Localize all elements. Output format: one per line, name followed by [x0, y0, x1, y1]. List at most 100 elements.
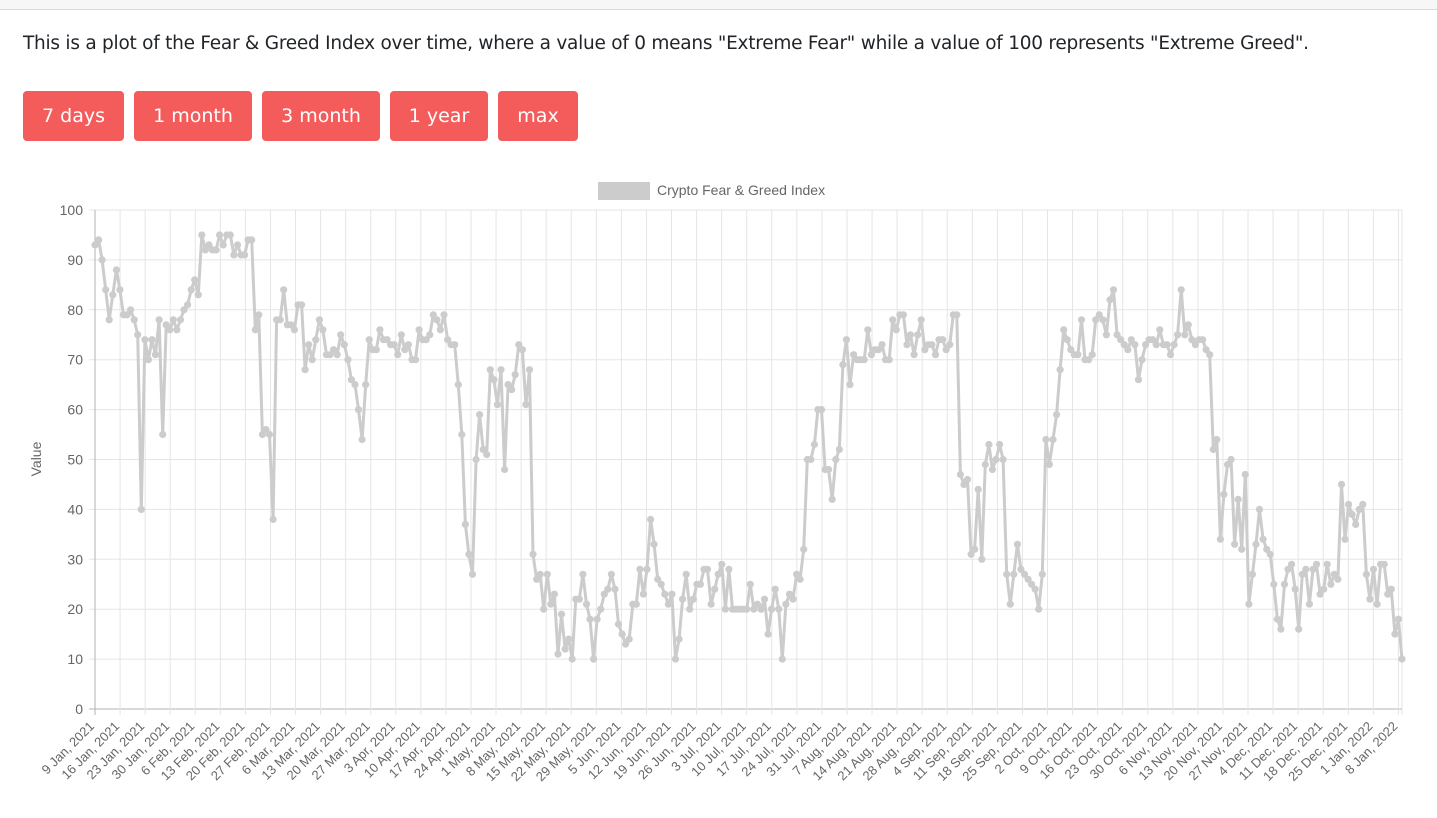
data-point[interactable]: [999, 455, 1007, 464]
data-point[interactable]: [116, 286, 124, 294]
data-point[interactable]: [1298, 570, 1306, 578]
data-point[interactable]: [390, 341, 398, 349]
data-point[interactable]: [305, 341, 313, 349]
data-point[interactable]: [1255, 505, 1264, 513]
data-point[interactable]: [550, 590, 559, 598]
data-point[interactable]: [226, 231, 234, 239]
data-point[interactable]: [1238, 545, 1246, 553]
data-point[interactable]: [533, 575, 541, 583]
data-point[interactable]: [501, 465, 509, 474]
data-point[interactable]: [1035, 605, 1043, 613]
data-point[interactable]: [536, 570, 544, 578]
data-point[interactable]: [1109, 286, 1118, 294]
data-point[interactable]: [1156, 326, 1164, 334]
data-point[interactable]: [928, 341, 936, 349]
data-point[interactable]: [1345, 500, 1353, 508]
data-point[interactable]: [753, 600, 762, 608]
data-point[interactable]: [1373, 600, 1381, 608]
data-point[interactable]: [1184, 321, 1192, 329]
data-point[interactable]: [141, 336, 149, 344]
data-point[interactable]: [1152, 341, 1160, 349]
data-point[interactable]: [312, 336, 320, 344]
data-point[interactable]: [1220, 490, 1228, 498]
data-point[interactable]: [205, 241, 213, 249]
data-point[interactable]: [889, 316, 897, 324]
data-point[interactable]: [337, 331, 345, 339]
data-point[interactable]: [354, 406, 363, 414]
data-point[interactable]: [102, 286, 110, 294]
data-point[interactable]: [1366, 595, 1374, 603]
data-point[interactable]: [362, 381, 370, 389]
data-point[interactable]: [785, 590, 794, 598]
data-point[interactable]: [1213, 435, 1221, 444]
data-point[interactable]: [440, 311, 448, 319]
data-point[interactable]: [771, 585, 779, 593]
data-point[interactable]: [436, 326, 444, 334]
data-point[interactable]: [465, 550, 473, 558]
data-point[interactable]: [1323, 560, 1331, 568]
data-point[interactable]: [846, 381, 854, 389]
data-point[interactable]: [988, 465, 997, 474]
data-point[interactable]: [1206, 351, 1214, 359]
data-point[interactable]: [668, 590, 676, 598]
data-point[interactable]: [130, 316, 138, 324]
data-point[interactable]: [411, 356, 420, 364]
data-point[interactable]: [996, 440, 1004, 449]
data-point[interactable]: [696, 580, 705, 588]
data-point[interactable]: [682, 570, 690, 578]
data-point[interactable]: [301, 366, 309, 374]
data-point[interactable]: [269, 515, 277, 523]
data-point[interactable]: [760, 595, 769, 603]
data-point[interactable]: [547, 600, 555, 608]
legend[interactable]: Crypto Fear & Greed Index: [598, 182, 825, 200]
data-point[interactable]: [963, 475, 972, 484]
data-point[interactable]: [946, 341, 954, 349]
data-point[interactable]: [985, 440, 993, 449]
data-point[interactable]: [1362, 570, 1370, 578]
data-point[interactable]: [618, 630, 626, 638]
data-point[interactable]: [793, 570, 801, 578]
data-point[interactable]: [1095, 311, 1103, 319]
data-point[interactable]: [657, 580, 665, 588]
data-point[interactable]: [1045, 460, 1053, 469]
data-point[interactable]: [1067, 346, 1075, 354]
data-point[interactable]: [561, 645, 569, 653]
data-point[interactable]: [1199, 336, 1207, 344]
data-point[interactable]: [885, 356, 893, 364]
data-point[interactable]: [590, 655, 598, 663]
data-point[interactable]: [839, 361, 847, 369]
data-point[interactable]: [764, 630, 772, 638]
data-point[interactable]: [1142, 341, 1150, 349]
data-point[interactable]: [1359, 500, 1367, 508]
data-point[interactable]: [1231, 540, 1239, 548]
data-point[interactable]: [878, 341, 886, 349]
data-point[interactable]: [490, 376, 498, 384]
data-point[interactable]: [725, 565, 733, 573]
data-point[interactable]: [782, 600, 790, 608]
data-point[interactable]: [953, 311, 961, 319]
data-point[interactable]: [194, 291, 202, 299]
data-point[interactable]: [632, 600, 640, 608]
data-point[interactable]: [176, 316, 185, 324]
data-point[interactable]: [647, 515, 655, 523]
data-point[interactable]: [458, 430, 466, 439]
data-point[interactable]: [493, 401, 501, 409]
data-point[interactable]: [650, 540, 658, 548]
data-point[interactable]: [1227, 455, 1235, 464]
data-point[interactable]: [1223, 460, 1232, 469]
data-point[interactable]: [1163, 341, 1171, 349]
data-point[interactable]: [675, 635, 683, 643]
data-point[interactable]: [750, 605, 758, 613]
data-point[interactable]: [1398, 655, 1406, 663]
data-point[interactable]: [1124, 346, 1132, 354]
data-point[interactable]: [543, 570, 551, 578]
data-point[interactable]: [1291, 585, 1299, 593]
data-point[interactable]: [899, 311, 908, 319]
data-point[interactable]: [746, 580, 754, 588]
data-point[interactable]: [415, 326, 423, 334]
data-point[interactable]: [557, 610, 566, 618]
data-point[interactable]: [1288, 560, 1296, 568]
data-point[interactable]: [643, 565, 651, 573]
data-point[interactable]: [134, 331, 142, 339]
data-point[interactable]: [1074, 351, 1082, 359]
